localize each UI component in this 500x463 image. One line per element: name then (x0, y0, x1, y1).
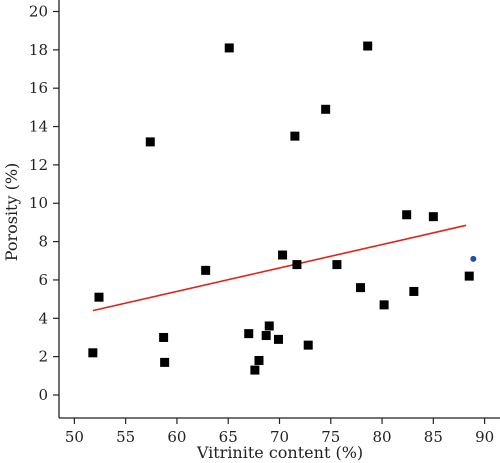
data-point (290, 131, 300, 141)
data-point (464, 271, 474, 281)
highlighted-data-point (470, 255, 477, 262)
y-tick-label: 12 (29, 156, 48, 174)
data-point (303, 340, 313, 350)
data-point (292, 260, 302, 270)
data-point (145, 137, 155, 147)
x-tick-label: 90 (475, 428, 494, 446)
x-ticks: 50 55 60 65 70 75 80 85 90 (65, 418, 494, 446)
y-tick-label: 16 (29, 79, 48, 97)
data-point (332, 260, 342, 270)
y-tick-label: 10 (29, 194, 48, 212)
data-point (278, 250, 288, 260)
data-point (363, 41, 373, 51)
data-point (379, 300, 389, 310)
y-ticks: 0 2 4 6 8 10 12 14 16 18 20 (29, 3, 59, 404)
data-point (273, 334, 283, 344)
data-point (201, 265, 211, 275)
y-tick-label: 6 (38, 271, 48, 289)
x-tick-label: 50 (65, 428, 84, 446)
data-point (409, 286, 419, 296)
trend-line (92, 224, 467, 312)
y-tick-label: 4 (38, 309, 48, 327)
data-point (244, 329, 254, 339)
data-point (428, 212, 438, 222)
x-axis-title: Vitrinite content (%) (196, 443, 363, 462)
data-point (254, 355, 264, 365)
axes (58, 0, 500, 419)
y-tick-label: 8 (38, 233, 48, 251)
y-tick-label: 14 (29, 118, 48, 136)
data-point (224, 43, 234, 53)
data-point (88, 348, 98, 358)
x-tick-label: 85 (424, 428, 443, 446)
x-tick-label: 80 (373, 428, 392, 446)
data-points (88, 41, 477, 375)
data-point (159, 332, 169, 342)
y-tick-label: 2 (38, 348, 48, 366)
x-tick-label: 70 (270, 428, 289, 446)
y-axis-title: Porosity (%) (2, 163, 21, 262)
x-tick-label: 75 (321, 428, 340, 446)
x-tick-label: 65 (219, 428, 238, 446)
y-tick-label: 18 (29, 41, 48, 59)
data-point (264, 321, 274, 331)
x-tick-label: 60 (167, 428, 186, 446)
x-tick-label: 55 (116, 428, 135, 446)
data-point (356, 283, 366, 293)
data-point (160, 357, 170, 367)
data-point (94, 292, 104, 302)
data-point (321, 104, 331, 114)
data-point (261, 331, 271, 341)
data-point (402, 210, 412, 220)
y-tick-label: 20 (29, 3, 48, 21)
y-tick-label: 0 (38, 386, 48, 404)
data-point (250, 365, 260, 375)
